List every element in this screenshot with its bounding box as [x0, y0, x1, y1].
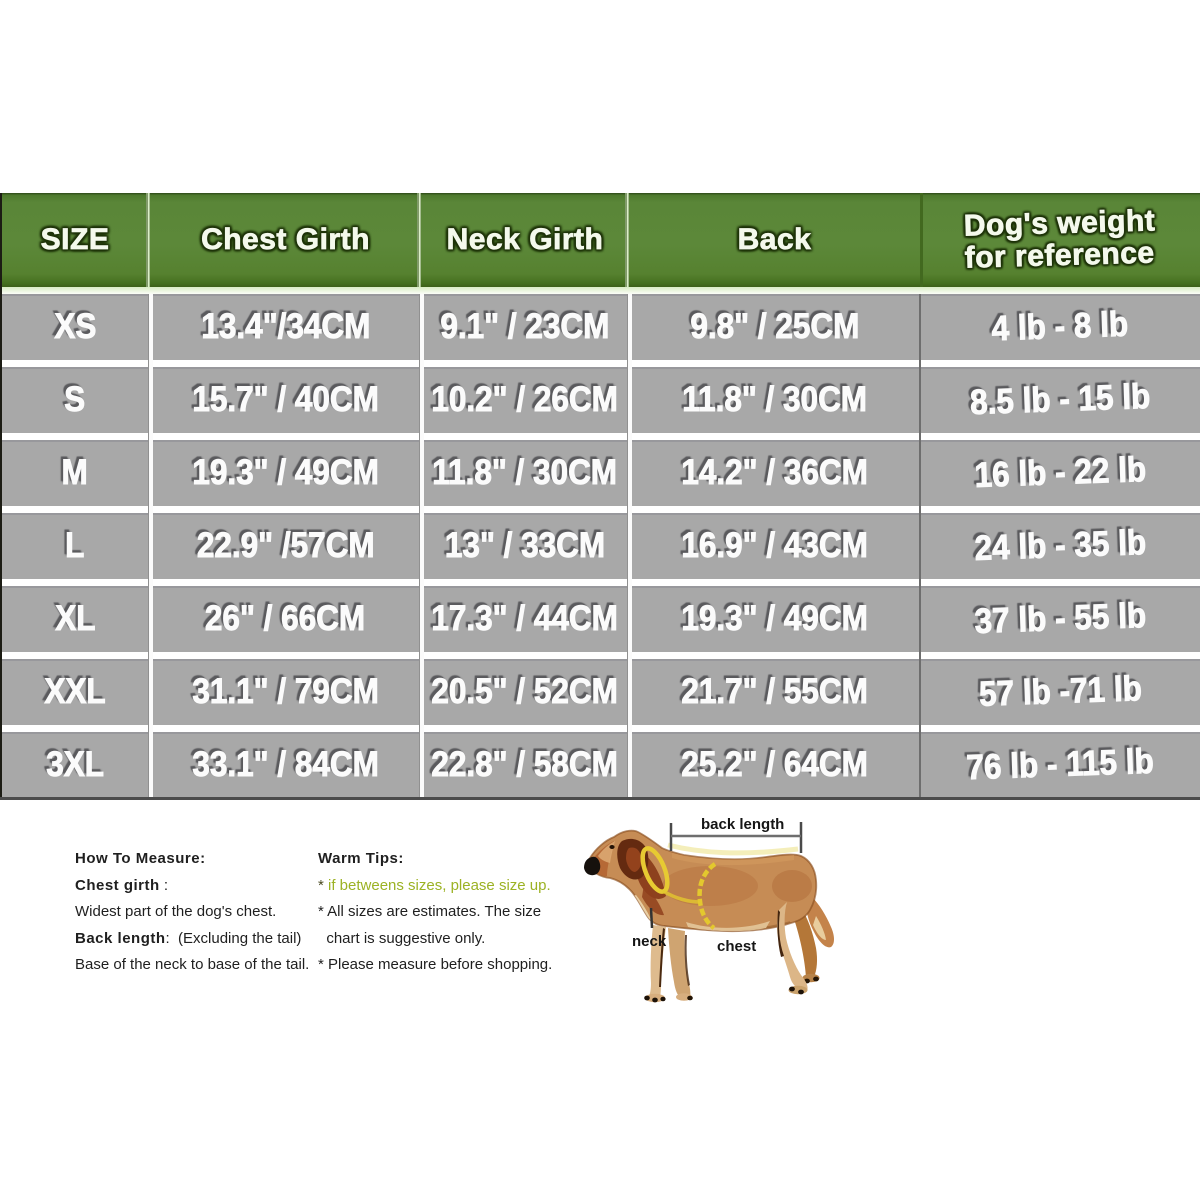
svg-text:chest: chest — [717, 938, 756, 955]
svg-text:neck: neck — [632, 933, 667, 950]
svg-text:back length: back length — [701, 816, 784, 833]
